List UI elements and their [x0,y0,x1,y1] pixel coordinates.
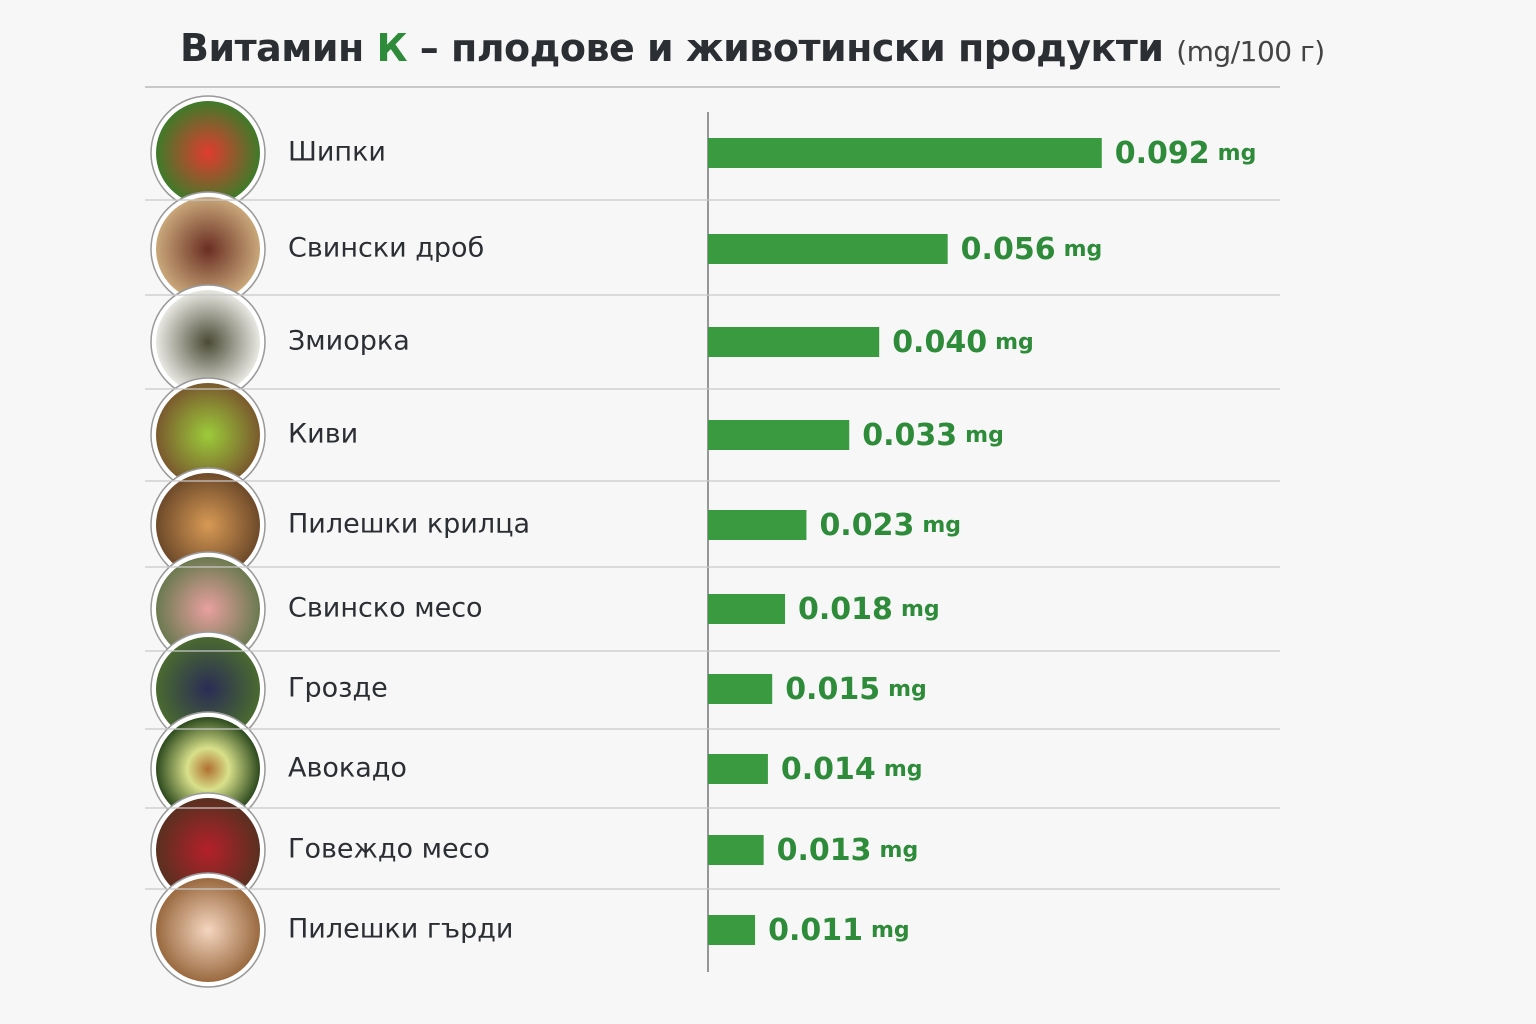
category-label: Пилешки крилца [288,509,530,540]
value-number: 0.033 [862,418,957,453]
bar [708,835,764,865]
category-label: Пилешки гърди [288,914,513,945]
value-unit: mg [888,677,927,702]
food-icon [156,197,260,301]
title-unit: (mg/100 г) [1176,35,1325,68]
value-label: 0.092 mg [1115,136,1257,171]
food-icon [156,290,260,394]
food-icon [156,798,260,902]
chart-title: Витамин К – плодове и животински продукт… [180,26,1325,70]
food-icon [156,878,260,982]
food-icons [150,95,266,988]
value-number: 0.011 [768,913,863,948]
value-unit: mg [871,918,910,943]
value-unit: mg [922,513,961,538]
food-icon [156,473,260,577]
category-label: Грозде [288,673,388,704]
bar [708,234,948,264]
bar [708,510,807,540]
value-unit: mg [901,597,940,622]
value-label: 0.018 mg [798,592,940,627]
category-label: Авокадо [288,753,407,784]
food-icon [156,101,260,205]
food-icon [156,637,260,741]
bar [708,594,786,624]
bar [708,754,768,784]
value-label: 0.013 mg [777,833,919,868]
bar [708,138,1102,168]
food-icon [156,383,260,487]
value-label: 0.011 mg [768,913,910,948]
value-unit: mg [995,330,1034,355]
bar [708,674,773,704]
category-label: Шипки [288,137,386,168]
category-label: Свинско месо [288,593,483,624]
bar [708,327,880,357]
value-label: 0.023 mg [819,508,961,543]
value-unit: mg [880,838,919,863]
value-number: 0.092 [1115,136,1210,171]
value-label: 0.014 mg [781,752,923,787]
value-number: 0.015 [785,672,880,707]
bar [708,915,756,945]
title-highlight: К [376,26,407,70]
value-number: 0.023 [819,508,914,543]
value-number: 0.013 [777,833,872,868]
value-unit: mg [1218,141,1257,166]
value-unit: mg [965,423,1004,448]
value-number: 0.018 [798,592,893,627]
value-label: 0.040 mg [892,325,1034,360]
value-unit: mg [884,757,923,782]
value-label: 0.015 mg [785,672,927,707]
category-label: Говеждо месо [288,834,490,865]
category-label: Свински дроб [288,233,484,264]
value-label: 0.033 mg [862,418,1004,453]
food-icon [156,717,260,821]
title-lead: Витамин [180,26,364,70]
value-number: 0.040 [892,325,987,360]
category-label: Змиорка [288,326,410,357]
food-icon [156,557,260,661]
value-number: 0.056 [961,232,1056,267]
bar [708,420,850,450]
title-rest: – плодове и животински продукти [419,26,1164,70]
value-label: 0.056 mg [961,232,1103,267]
value-number: 0.014 [781,752,876,787]
value-unit: mg [1064,237,1103,262]
category-label: Киви [288,419,358,450]
